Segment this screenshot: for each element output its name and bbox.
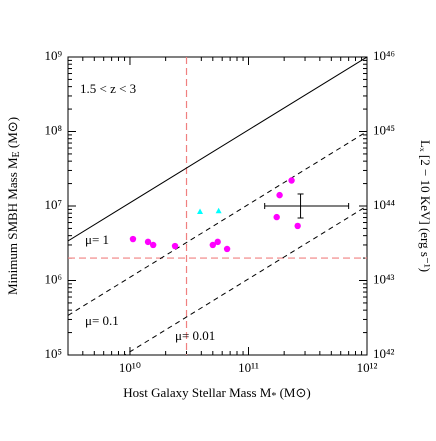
x-tick-label: 10¹² — [357, 360, 378, 375]
point — [129, 235, 137, 243]
triangle-point — [215, 207, 222, 214]
y2-tick-label: 10⁴⁵ — [373, 122, 395, 137]
point — [223, 245, 231, 253]
y-label-unit: (M⊙) — [5, 117, 20, 151]
y2-tick-label: 10⁴² — [373, 346, 395, 361]
x-axis-label: Host Galaxy Stellar Mass M* (M⊙) — [123, 385, 310, 402]
point — [288, 177, 295, 184]
annotation: 1.5 < z < 3 — [80, 81, 136, 96]
x-tick-label: 10¹¹ — [238, 360, 259, 375]
triangle-point — [197, 208, 204, 215]
point — [149, 241, 157, 249]
y-tick-label: 10⁶ — [44, 271, 62, 286]
point — [171, 242, 179, 250]
point — [144, 238, 152, 246]
point — [214, 238, 221, 246]
line-label: μ= 0.01 — [175, 328, 215, 343]
point — [276, 191, 283, 199]
y-axis-label: Minimum SMBH Mass ME (M⊙) — [5, 117, 22, 295]
y2-axis-label: Lₓ [2 − 10 KeV] (erg s⁻¹) — [418, 140, 433, 272]
y-tick-label: 10⁸ — [44, 122, 62, 137]
y2-tick-label: 10⁴⁶ — [373, 48, 395, 63]
plot-area — [68, 57, 367, 355]
mu-line — [68, 131, 367, 316]
mu-line — [123, 205, 367, 355]
x-tick-label: 10¹⁰ — [119, 360, 141, 375]
y-label-sub: E — [11, 151, 22, 157]
y2-tick-label: 10⁴³ — [373, 271, 395, 286]
y-label-text: Minimum SMBH Mass M — [5, 157, 20, 295]
y-tick-label: 10⁹ — [44, 48, 62, 63]
x-label-sub: * — [271, 391, 276, 402]
line-label: μ= 1 — [85, 232, 109, 247]
mu-line — [68, 57, 367, 242]
x-label-unit: (M⊙) — [276, 385, 310, 400]
point — [294, 222, 301, 230]
point — [209, 241, 217, 249]
point — [273, 213, 280, 221]
y-tick-label: 10⁵ — [44, 346, 62, 361]
x-label-text: Host Galaxy Stellar Mass M — [123, 385, 271, 400]
line-label: μ= 0.1 — [85, 313, 119, 328]
y2-tick-label: 10⁴⁴ — [373, 197, 396, 212]
y-tick-label: 10⁷ — [44, 197, 62, 212]
